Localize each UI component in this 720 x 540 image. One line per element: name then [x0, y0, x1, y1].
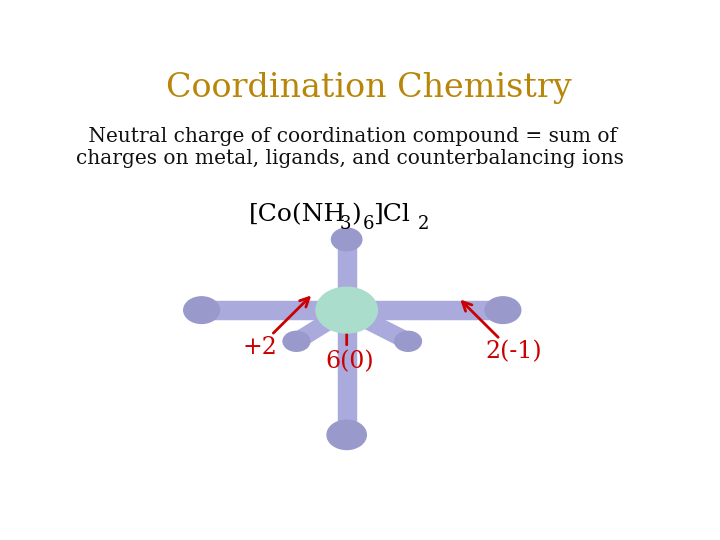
- Text: 6(0): 6(0): [325, 350, 374, 374]
- Text: ]Cl: ]Cl: [373, 203, 410, 226]
- Text: 6: 6: [362, 214, 374, 233]
- Text: 2: 2: [418, 214, 429, 233]
- Text: Coordination Chemistry: Coordination Chemistry: [166, 72, 572, 104]
- Text: [Co(NH: [Co(NH: [249, 203, 346, 226]
- Circle shape: [184, 297, 220, 323]
- Circle shape: [283, 332, 310, 352]
- Circle shape: [485, 297, 521, 323]
- Circle shape: [327, 420, 366, 449]
- Text: ): ): [351, 203, 361, 226]
- Text: Neutral charge of coordination compound = sum of
charges on metal, ligands, and : Neutral charge of coordination compound …: [76, 127, 624, 168]
- Circle shape: [331, 228, 362, 251]
- Circle shape: [316, 287, 377, 333]
- Text: 2(-1): 2(-1): [486, 340, 542, 363]
- Text: 3: 3: [339, 214, 351, 233]
- Circle shape: [395, 332, 421, 352]
- Text: +2: +2: [243, 336, 278, 359]
